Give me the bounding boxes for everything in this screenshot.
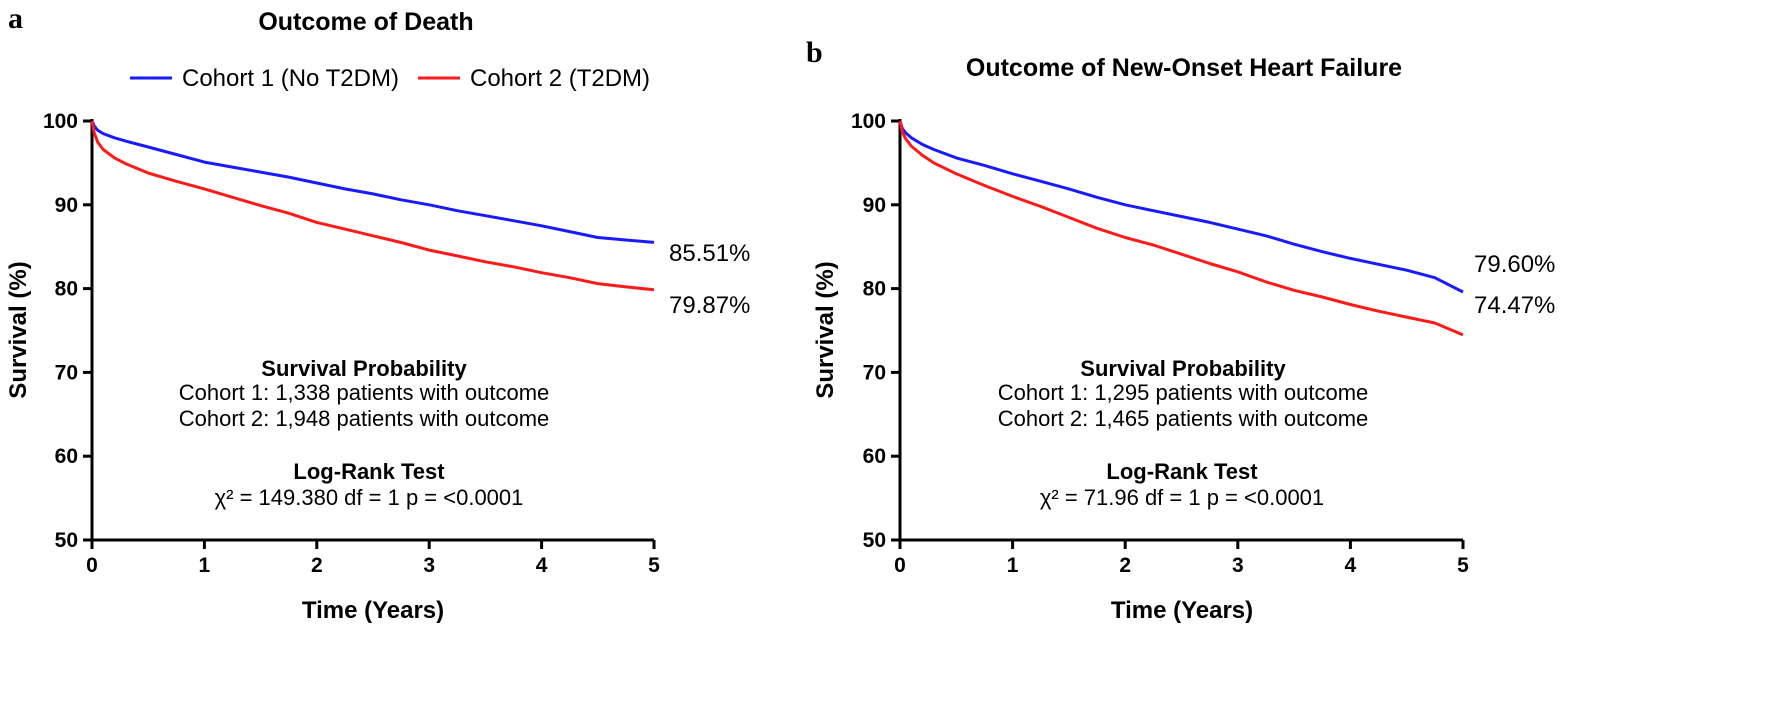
x-tick-label-a: 3 (423, 554, 435, 577)
x-tick-label-b: 1 (1007, 554, 1019, 577)
series-line-cohort-2-b (898, 120, 1464, 337)
panel-b: b Outcome of New-Onset Heart Failure 506… (806, 36, 1555, 624)
plot-area-b: 50 60 70 80 90 100 0 1 2 3 4 5 (851, 110, 1469, 577)
panel-b-annotation-line-1: Cohort 1: 1,295 patients with outcome (998, 380, 1369, 405)
panel-a-xlabel: Time (Years) (302, 597, 444, 624)
panel-a-annotation-line-2: Cohort 2: 1,948 patients with outcome (179, 406, 550, 431)
series-line-cohort-1-b (898, 120, 1464, 294)
plot-area-a: 50 60 70 80 90 100 0 1 2 3 4 5 (43, 110, 660, 577)
y-tick-label-a: 90 (55, 194, 78, 217)
panel-a-title: Outcome of Death (258, 8, 473, 36)
y-tick-label-b: 100 (851, 110, 886, 133)
panel-a-test-line: χ² = 149.380 df = 1 p = <0.0001 (215, 485, 524, 510)
panel-b-test-line: χ² = 71.96 df = 1 p = <0.0001 (1040, 485, 1324, 510)
y-tick-label-a: 100 (43, 110, 78, 133)
y-tick-label-b: 70 (863, 361, 886, 384)
panel-b-end-label-cohort-1: 79.60% (1474, 251, 1555, 278)
panel-b-annotation-line-2: Cohort 2: 1,465 patients with outcome (998, 406, 1369, 431)
x-tick-label-a: 4 (536, 554, 548, 577)
panel-b-ylabel: Survival (%) (812, 261, 839, 398)
panel-b-annotation: Survival Probability Cohort 1: 1,295 pat… (998, 356, 1369, 510)
y-tick-label-a: 80 (55, 278, 78, 301)
panel-a-end-label-cohort-1: 85.51% (669, 240, 750, 267)
y-tick-label-b: 50 (863, 529, 886, 552)
panel-b-test-heading: Log-Rank Test (1106, 459, 1258, 484)
y-tick-label-b: 90 (863, 194, 886, 217)
panel-a-test-heading: Log-Rank Test (293, 459, 445, 484)
panel-b-annotation-heading: Survival Probability (1080, 356, 1286, 381)
series-line-cohort-1-a (90, 120, 655, 244)
panel-a-ylabel: Survival (%) (5, 261, 32, 398)
x-tick-label-b: 2 (1119, 554, 1131, 577)
y-tick-label-a: 50 (55, 529, 78, 552)
x-tick-label-b: 0 (894, 554, 906, 577)
legend: Cohort 1 (No T2DM) Cohort 2 (T2DM) (130, 65, 650, 92)
panel-a-annotation-line-1: Cohort 1: 1,338 patients with outcome (179, 380, 550, 405)
series-line-cohort-2-a (90, 120, 655, 292)
x-tick-label-b: 4 (1345, 554, 1357, 577)
y-tick-label-b: 80 (863, 278, 886, 301)
y-tick-label-b: 60 (863, 445, 886, 468)
x-tick-label-a: 1 (199, 554, 211, 577)
panel-b-letter: b (806, 36, 823, 69)
legend-label-cohort-1: Cohort 1 (No T2DM) (182, 65, 399, 92)
y-tick-label-a: 70 (55, 361, 78, 384)
y-tick-label-a: 60 (55, 445, 78, 468)
panel-a-end-label-cohort-2: 79.87% (669, 292, 750, 319)
panel-b-xlabel: Time (Years) (1111, 597, 1253, 624)
panel-b-end-label-cohort-2: 74.47% (1474, 292, 1555, 319)
x-tick-label-a: 2 (311, 554, 323, 577)
panel-a: a Outcome of Death Cohort 1 (No T2DM) Co… (5, 2, 750, 624)
x-tick-label-b: 5 (1457, 554, 1469, 577)
panel-b-title: Outcome of New-Onset Heart Failure (966, 54, 1402, 82)
panel-a-annotation: Survival Probability Cohort 1: 1,338 pat… (179, 356, 550, 510)
x-tick-label-a: 0 (86, 554, 98, 577)
panel-a-letter: a (8, 2, 23, 35)
legend-label-cohort-2: Cohort 2 (T2DM) (470, 65, 650, 92)
x-tick-label-b: 3 (1232, 554, 1244, 577)
panel-a-annotation-heading: Survival Probability (261, 356, 467, 381)
x-tick-label-a: 5 (648, 554, 660, 577)
